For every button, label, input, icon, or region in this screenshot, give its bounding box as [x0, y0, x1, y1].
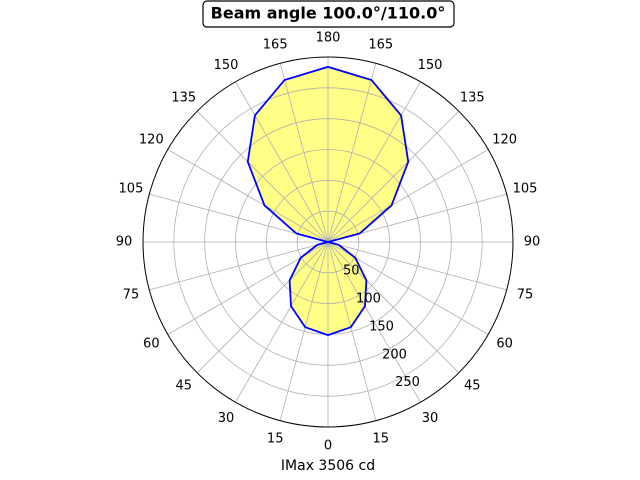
grid-spoke: [327, 110, 460, 243]
theta-tick-label: 75: [517, 287, 534, 302]
theta-tick-label: 165: [368, 37, 393, 52]
grid-spoke: [279, 241, 329, 421]
theta-tick-label: 90: [116, 235, 133, 250]
theta-tick-label: 135: [171, 90, 196, 105]
theta-tick-label: 90: [524, 235, 541, 250]
theta-tick-label: 15: [373, 432, 390, 447]
grid-spoke: [149, 241, 329, 291]
theta-tick-label: 30: [422, 411, 439, 426]
theta-tick-label: 75: [123, 287, 140, 302]
theta-tick-label: 150: [418, 58, 443, 73]
line: [246, 65, 410, 337]
grid-spoke: [327, 81, 421, 243]
theta-tick-label: 45: [175, 379, 192, 394]
theta-tick-label: 105: [513, 182, 538, 197]
grid-spoke: [196, 241, 329, 374]
r-tick-label: 100: [356, 291, 381, 306]
theta-tick-label: 135: [460, 90, 485, 105]
theta-tick-label: 120: [139, 133, 164, 148]
theta-tick-label: 60: [496, 337, 513, 352]
x-axis-label: IMax 3506 cd: [281, 458, 375, 474]
grid-spoke: [235, 81, 329, 243]
theta-tick-label: 105: [119, 182, 144, 197]
r-tick-label: 200: [382, 347, 407, 362]
theta-tick-label: 165: [263, 37, 288, 52]
r-tick-label: 150: [369, 319, 394, 334]
grid-spoke: [167, 149, 329, 243]
title-box: [202, 0, 455, 28]
chart-title: Beam angle 100.0°/110.0°: [211, 4, 446, 23]
theta-tick-label: 45: [464, 379, 481, 394]
grid-spoke: [327, 241, 460, 374]
theta-tick-label: 60: [143, 337, 160, 352]
grid-spoke: [327, 149, 489, 243]
grid-spoke: [279, 63, 329, 243]
theta-tick-label: 30: [218, 411, 235, 426]
grid-spoke: [327, 241, 421, 403]
grid-spoke: [327, 241, 507, 291]
grid-spoke: [235, 241, 329, 403]
grid-spoke: [327, 63, 377, 243]
theta-tick-label: 120: [492, 133, 517, 148]
grid-spoke: [327, 241, 377, 421]
grid-spoke: [196, 110, 329, 243]
axis-circle: [142, 56, 514, 428]
r-tick-label: 250: [395, 375, 420, 390]
theta-tick-label: 180: [316, 31, 341, 46]
theta-tick-label: 15: [267, 432, 284, 447]
r-tick-label: 50: [343, 263, 360, 278]
theta-tick-label: 150: [214, 58, 239, 73]
theta-tick-label: 0: [324, 439, 332, 454]
